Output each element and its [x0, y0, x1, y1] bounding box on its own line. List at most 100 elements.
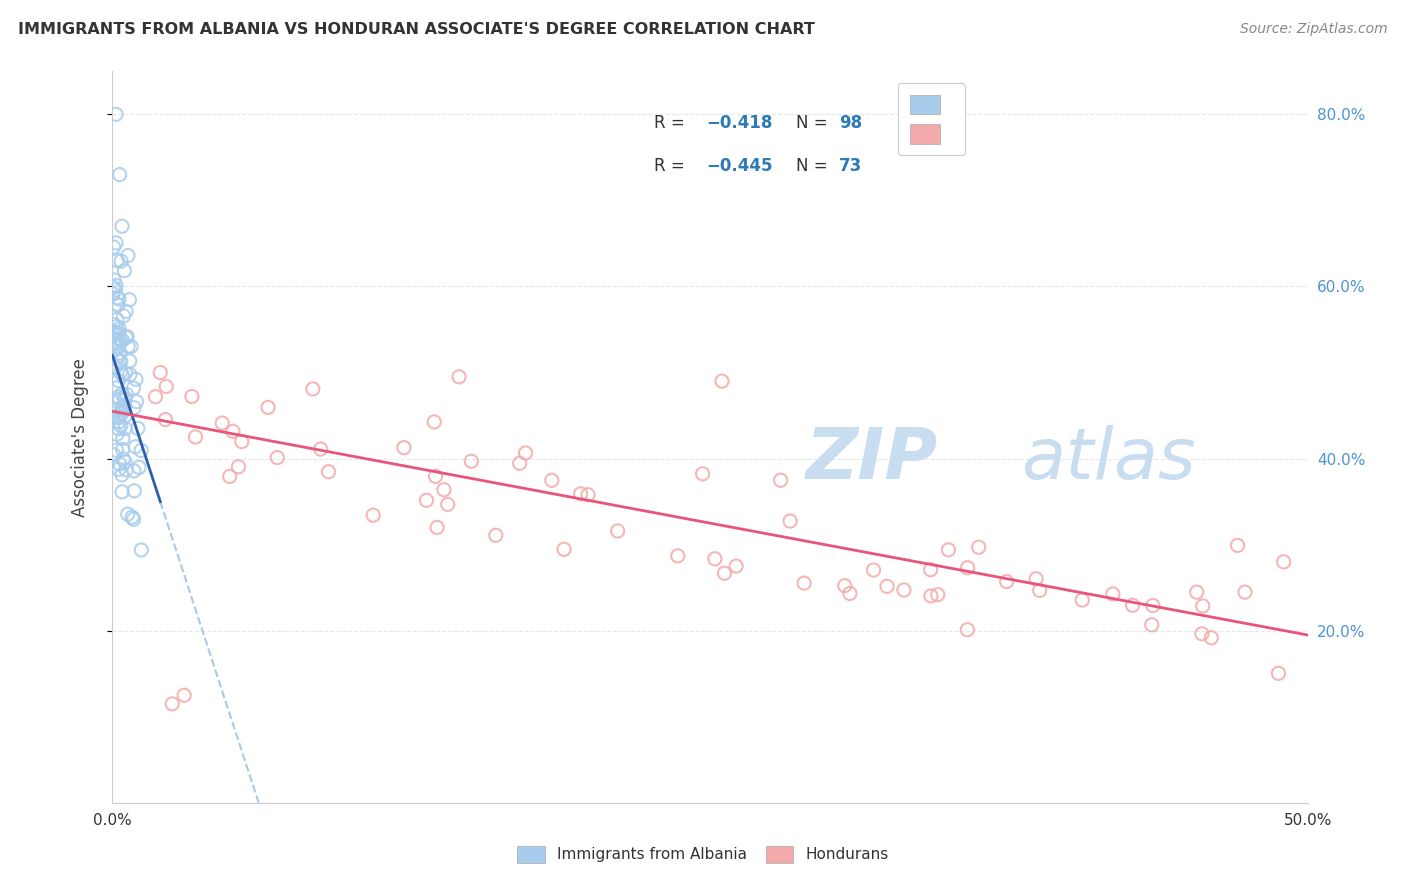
Point: [105, 350, 128, 364]
Point: [713, 566, 735, 581]
Point: [111, 484, 134, 499]
Point: [927, 588, 949, 602]
Point: [115, 329, 138, 343]
Point: [115, 387, 138, 401]
Point: [103, 273, 125, 287]
Point: [111, 442, 134, 457]
Text: Source: ZipAtlas.com: Source: ZipAtlas.com: [1240, 22, 1388, 37]
Point: [112, 452, 135, 467]
Point: [876, 579, 898, 593]
Point: [108, 326, 131, 341]
Point: [222, 425, 245, 439]
Point: [1025, 572, 1047, 586]
Point: [108, 322, 131, 336]
Point: [301, 382, 323, 396]
Text: R =: R =: [654, 158, 690, 176]
Text: N =: N =: [796, 113, 832, 131]
Point: [105, 319, 128, 334]
Point: [105, 312, 128, 326]
Point: [111, 334, 134, 348]
Point: [1199, 631, 1222, 645]
Point: [101, 318, 124, 332]
Point: [228, 459, 250, 474]
Point: [105, 443, 128, 458]
Point: [862, 563, 884, 577]
Point: [114, 263, 136, 277]
Point: [115, 304, 138, 318]
Point: [129, 443, 152, 458]
Point: [118, 293, 141, 307]
Point: [956, 560, 979, 574]
Point: [105, 339, 128, 353]
Point: [111, 368, 134, 382]
Point: [122, 464, 145, 478]
Point: [107, 462, 129, 476]
Point: [838, 586, 860, 600]
Point: [257, 401, 280, 415]
Point: [105, 326, 128, 341]
Point: [127, 421, 149, 435]
Point: [692, 467, 714, 481]
Text: R =: R =: [654, 113, 690, 131]
Point: [110, 407, 132, 421]
Point: [423, 415, 446, 429]
Point: [108, 168, 131, 182]
Point: [124, 440, 146, 454]
Text: 73: 73: [839, 158, 862, 176]
Point: [1191, 627, 1213, 641]
Point: [105, 278, 128, 293]
Point: [1226, 538, 1249, 552]
Point: [111, 406, 134, 420]
Point: [115, 330, 138, 344]
Point: [107, 298, 129, 312]
Point: [104, 332, 127, 346]
Point: [107, 390, 129, 404]
Legend: , : ,: [898, 83, 965, 155]
Point: [107, 340, 129, 354]
Point: [309, 442, 332, 456]
Point: [122, 381, 145, 395]
Point: [104, 406, 127, 420]
Point: [129, 543, 152, 558]
Point: [266, 450, 288, 465]
Point: [769, 473, 792, 487]
Point: [569, 487, 592, 501]
Point: [318, 465, 340, 479]
Point: [793, 576, 815, 591]
Point: [967, 540, 990, 554]
Point: [606, 524, 628, 538]
Point: [779, 514, 801, 528]
Point: [666, 549, 689, 563]
Point: [485, 528, 508, 542]
Point: [128, 460, 150, 475]
Point: [122, 401, 145, 415]
Point: [447, 369, 470, 384]
Point: [114, 398, 136, 412]
Point: [425, 469, 447, 483]
Point: [108, 354, 131, 368]
Point: [121, 510, 143, 524]
Point: [105, 253, 128, 268]
Point: [956, 623, 979, 637]
Point: [117, 249, 139, 263]
Point: [104, 235, 127, 250]
Point: [920, 589, 942, 603]
Y-axis label: Associate's Degree: Associate's Degree: [70, 358, 89, 516]
Point: [114, 392, 136, 406]
Point: [725, 559, 748, 574]
Point: [125, 372, 148, 386]
Point: [111, 219, 134, 234]
Point: [104, 283, 127, 297]
Point: [108, 346, 131, 360]
Point: [111, 467, 134, 482]
Point: [149, 366, 172, 380]
Point: [111, 431, 134, 445]
Point: [117, 507, 139, 521]
Point: [540, 473, 562, 487]
Text: IMMIGRANTS FROM ALBANIA VS HONDURAN ASSOCIATE'S DEGREE CORRELATION CHART: IMMIGRANTS FROM ALBANIA VS HONDURAN ASSO…: [18, 22, 815, 37]
Point: [515, 446, 537, 460]
Point: [103, 280, 125, 294]
Point: [711, 374, 734, 388]
Point: [1191, 599, 1213, 613]
Text: −0.418: −0.418: [706, 113, 773, 131]
